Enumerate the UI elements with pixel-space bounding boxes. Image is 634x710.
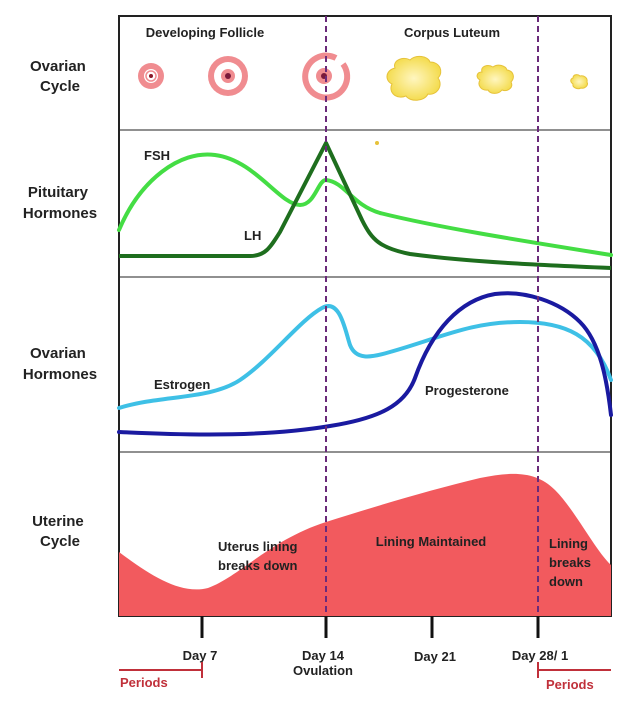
corpus-luteum-medium-icon xyxy=(476,64,514,94)
row-label-line: Pituitary xyxy=(28,184,89,201)
tick-label-day-28: Day 28/ 1 xyxy=(512,648,568,663)
corpus-luteum-large-icon xyxy=(386,55,442,101)
row-label-line: Uterine xyxy=(32,513,84,530)
row-label-line: Hormones xyxy=(23,205,97,222)
periods-label-left: Periods xyxy=(120,675,168,690)
row-label-line: Hormones xyxy=(23,366,97,383)
row-label-uterine-cycle: Uterine Cycle xyxy=(32,513,88,550)
row-label-line: Cycle xyxy=(40,533,80,550)
uterine-lining-area xyxy=(119,473,611,616)
estrogen-curve xyxy=(117,304,613,410)
row-label-line: Cycle xyxy=(40,78,80,95)
periods-bracket-right xyxy=(537,662,611,678)
uterine-label-line: Uterus lining xyxy=(218,539,298,554)
tick-label-day-21: Day 21 xyxy=(414,649,456,664)
progesterone-label: Progesterone xyxy=(425,383,509,398)
uterine-label-maintained: Lining Maintained xyxy=(376,534,487,549)
follicle-small-icon xyxy=(138,63,164,89)
tick-label-day-7: Day 7 xyxy=(183,648,218,663)
row-label-pituitary-hormones: Pituitary Hormones xyxy=(23,184,97,222)
phase-label-developing-follicle: Developing Follicle xyxy=(146,25,264,40)
row-label-line: Ovarian xyxy=(30,58,86,75)
row-label-ovarian-cycle: Ovarian Cycle xyxy=(30,58,90,95)
phase-label-corpus-luteum: Corpus Luteum xyxy=(404,25,500,40)
speck-icon xyxy=(375,141,379,145)
lh-label: LH xyxy=(244,228,261,243)
uterine-label-line: down xyxy=(549,574,583,589)
uterine-label-line: breaks down xyxy=(218,558,298,573)
corpus-luteum-small-icon xyxy=(570,74,588,90)
estrogen-label: Estrogen xyxy=(154,377,210,392)
periods-bracket-left xyxy=(119,662,203,678)
uterine-label-lining-breaks-down: Lining breaks down xyxy=(549,536,595,589)
periods-label-right: Periods xyxy=(546,677,594,692)
row-label-ovarian-hormones: Ovarian Hormones xyxy=(23,345,97,383)
fsh-curve xyxy=(117,152,613,257)
uterine-label-line: Lining xyxy=(549,536,588,551)
row-label-line: Ovarian xyxy=(30,345,86,362)
fsh-label: FSH xyxy=(144,148,170,163)
tick-label-day-14: Day 14 xyxy=(302,648,345,663)
lh-curve xyxy=(119,141,612,270)
uterine-label-line: breaks xyxy=(549,555,591,570)
tick-label-ovulation: Ovulation xyxy=(293,663,353,678)
progesterone-curve xyxy=(117,291,613,437)
follicle-medium-icon xyxy=(208,56,248,96)
uterine-label-breaks-down: Uterus lining breaks down xyxy=(218,539,301,573)
